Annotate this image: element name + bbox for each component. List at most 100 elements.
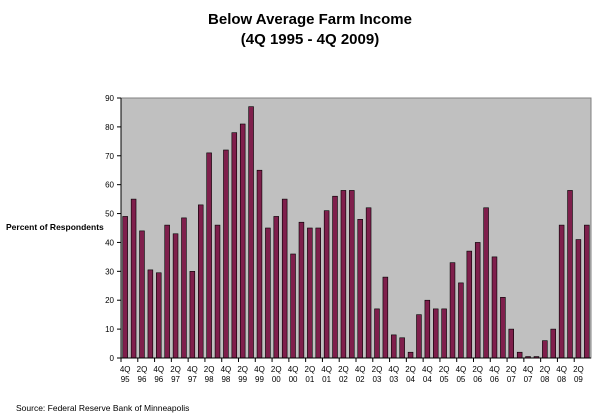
y-tick-label: 90 bbox=[105, 94, 114, 103]
y-tick-label: 10 bbox=[105, 325, 114, 334]
y-tick-label: 30 bbox=[105, 267, 114, 276]
y-tick-label: 0 bbox=[110, 354, 115, 363]
x-tick-label: 4Q bbox=[456, 365, 467, 374]
x-tick-label: 4Q bbox=[355, 365, 366, 374]
x-tick-label: 98 bbox=[221, 375, 230, 384]
x-tick-label: 4Q bbox=[556, 365, 567, 374]
x-tick-label: 4Q bbox=[221, 365, 232, 374]
bar bbox=[139, 230, 145, 359]
bar bbox=[122, 216, 128, 359]
x-tick-label: 4Q bbox=[153, 365, 164, 374]
bar bbox=[550, 328, 556, 359]
y-tick-label: 60 bbox=[105, 181, 114, 190]
bar bbox=[424, 299, 431, 359]
bar bbox=[558, 224, 565, 359]
x-tick-label: 2Q bbox=[573, 365, 584, 374]
bar bbox=[391, 334, 397, 359]
bar bbox=[575, 239, 582, 359]
x-tick-label: 07 bbox=[507, 375, 516, 384]
bar bbox=[172, 233, 179, 359]
bar bbox=[189, 271, 196, 359]
bar bbox=[567, 190, 573, 359]
bar bbox=[449, 262, 456, 359]
bar bbox=[508, 328, 514, 359]
x-ticks: 4Q952Q964Q962Q974Q972Q984Q982Q994Q992Q00… bbox=[120, 358, 584, 384]
bar bbox=[198, 204, 204, 359]
bar bbox=[382, 276, 389, 359]
bar bbox=[281, 198, 288, 359]
bar bbox=[407, 351, 414, 359]
x-tick-label: 2Q bbox=[439, 365, 450, 374]
x-tick-label: 00 bbox=[272, 375, 281, 384]
bar bbox=[214, 224, 221, 359]
x-tick-label: 2Q bbox=[506, 365, 517, 374]
x-tick-label: 01 bbox=[305, 375, 314, 384]
x-tick-label: 98 bbox=[205, 375, 214, 384]
x-tick-label: 09 bbox=[574, 375, 583, 384]
x-tick-label: 08 bbox=[540, 375, 549, 384]
x-tick-label: 4Q bbox=[489, 365, 500, 374]
x-tick-label: 2Q bbox=[271, 365, 282, 374]
bar bbox=[483, 207, 489, 359]
y-tick-label: 80 bbox=[105, 123, 114, 132]
bar bbox=[130, 198, 137, 359]
bar bbox=[357, 219, 363, 359]
bar bbox=[542, 340, 548, 359]
bar bbox=[332, 195, 338, 359]
bar bbox=[147, 269, 154, 359]
x-tick-label: 2Q bbox=[338, 365, 349, 374]
x-tick-label: 95 bbox=[121, 375, 130, 384]
bar bbox=[458, 282, 464, 359]
bar bbox=[441, 308, 447, 359]
x-tick-label: 2Q bbox=[472, 365, 483, 374]
bar bbox=[349, 190, 355, 359]
chart-title: Below Average Farm Income bbox=[208, 11, 412, 28]
bar bbox=[466, 250, 473, 359]
y-ticks: 0 10 20 30 40 50 60 70 80 90 bbox=[105, 94, 121, 363]
bar bbox=[500, 297, 506, 359]
bar bbox=[374, 308, 380, 359]
x-tick-label: 4Q bbox=[523, 365, 534, 374]
x-tick-label: 02 bbox=[356, 375, 365, 384]
bar bbox=[231, 132, 238, 359]
bar bbox=[248, 106, 254, 359]
x-tick-label: 99 bbox=[255, 375, 264, 384]
bar bbox=[307, 227, 313, 359]
x-tick-label: 97 bbox=[171, 375, 180, 384]
x-tick-label: 2Q bbox=[204, 365, 215, 374]
x-tick-label: 2Q bbox=[540, 365, 551, 374]
x-tick-label: 05 bbox=[440, 375, 449, 384]
x-tick-label: 01 bbox=[322, 375, 331, 384]
y-axis-label: Percent of Respondents bbox=[6, 222, 104, 232]
bar bbox=[223, 149, 229, 359]
y-tick-label: 20 bbox=[105, 296, 114, 305]
y-tick-label: 40 bbox=[105, 238, 114, 247]
x-tick-label: 03 bbox=[373, 375, 382, 384]
bar bbox=[516, 351, 523, 359]
x-tick-label: 2Q bbox=[237, 365, 248, 374]
x-tick-label: 05 bbox=[456, 375, 465, 384]
bar bbox=[491, 256, 498, 359]
x-tick-label: 00 bbox=[289, 375, 298, 384]
x-tick-label: 04 bbox=[423, 375, 432, 384]
bar bbox=[315, 227, 321, 359]
bar bbox=[206, 152, 212, 359]
bars bbox=[122, 106, 590, 359]
bar bbox=[340, 190, 347, 359]
x-tick-label: 07 bbox=[524, 375, 533, 384]
x-tick-label: 96 bbox=[138, 375, 147, 384]
bar bbox=[164, 224, 170, 359]
bar bbox=[323, 210, 330, 359]
x-tick-label: 4Q bbox=[388, 365, 399, 374]
bar bbox=[416, 314, 422, 359]
x-tick-label: 2Q bbox=[405, 365, 416, 374]
x-tick-label: 4Q bbox=[120, 365, 131, 374]
bar bbox=[365, 207, 372, 359]
x-tick-label: 06 bbox=[490, 375, 499, 384]
x-tick-label: 02 bbox=[339, 375, 348, 384]
x-tick-label: 2Q bbox=[305, 365, 316, 374]
bar bbox=[474, 242, 481, 359]
x-tick-label: 4Q bbox=[321, 365, 332, 374]
x-tick-label: 2Q bbox=[170, 365, 181, 374]
